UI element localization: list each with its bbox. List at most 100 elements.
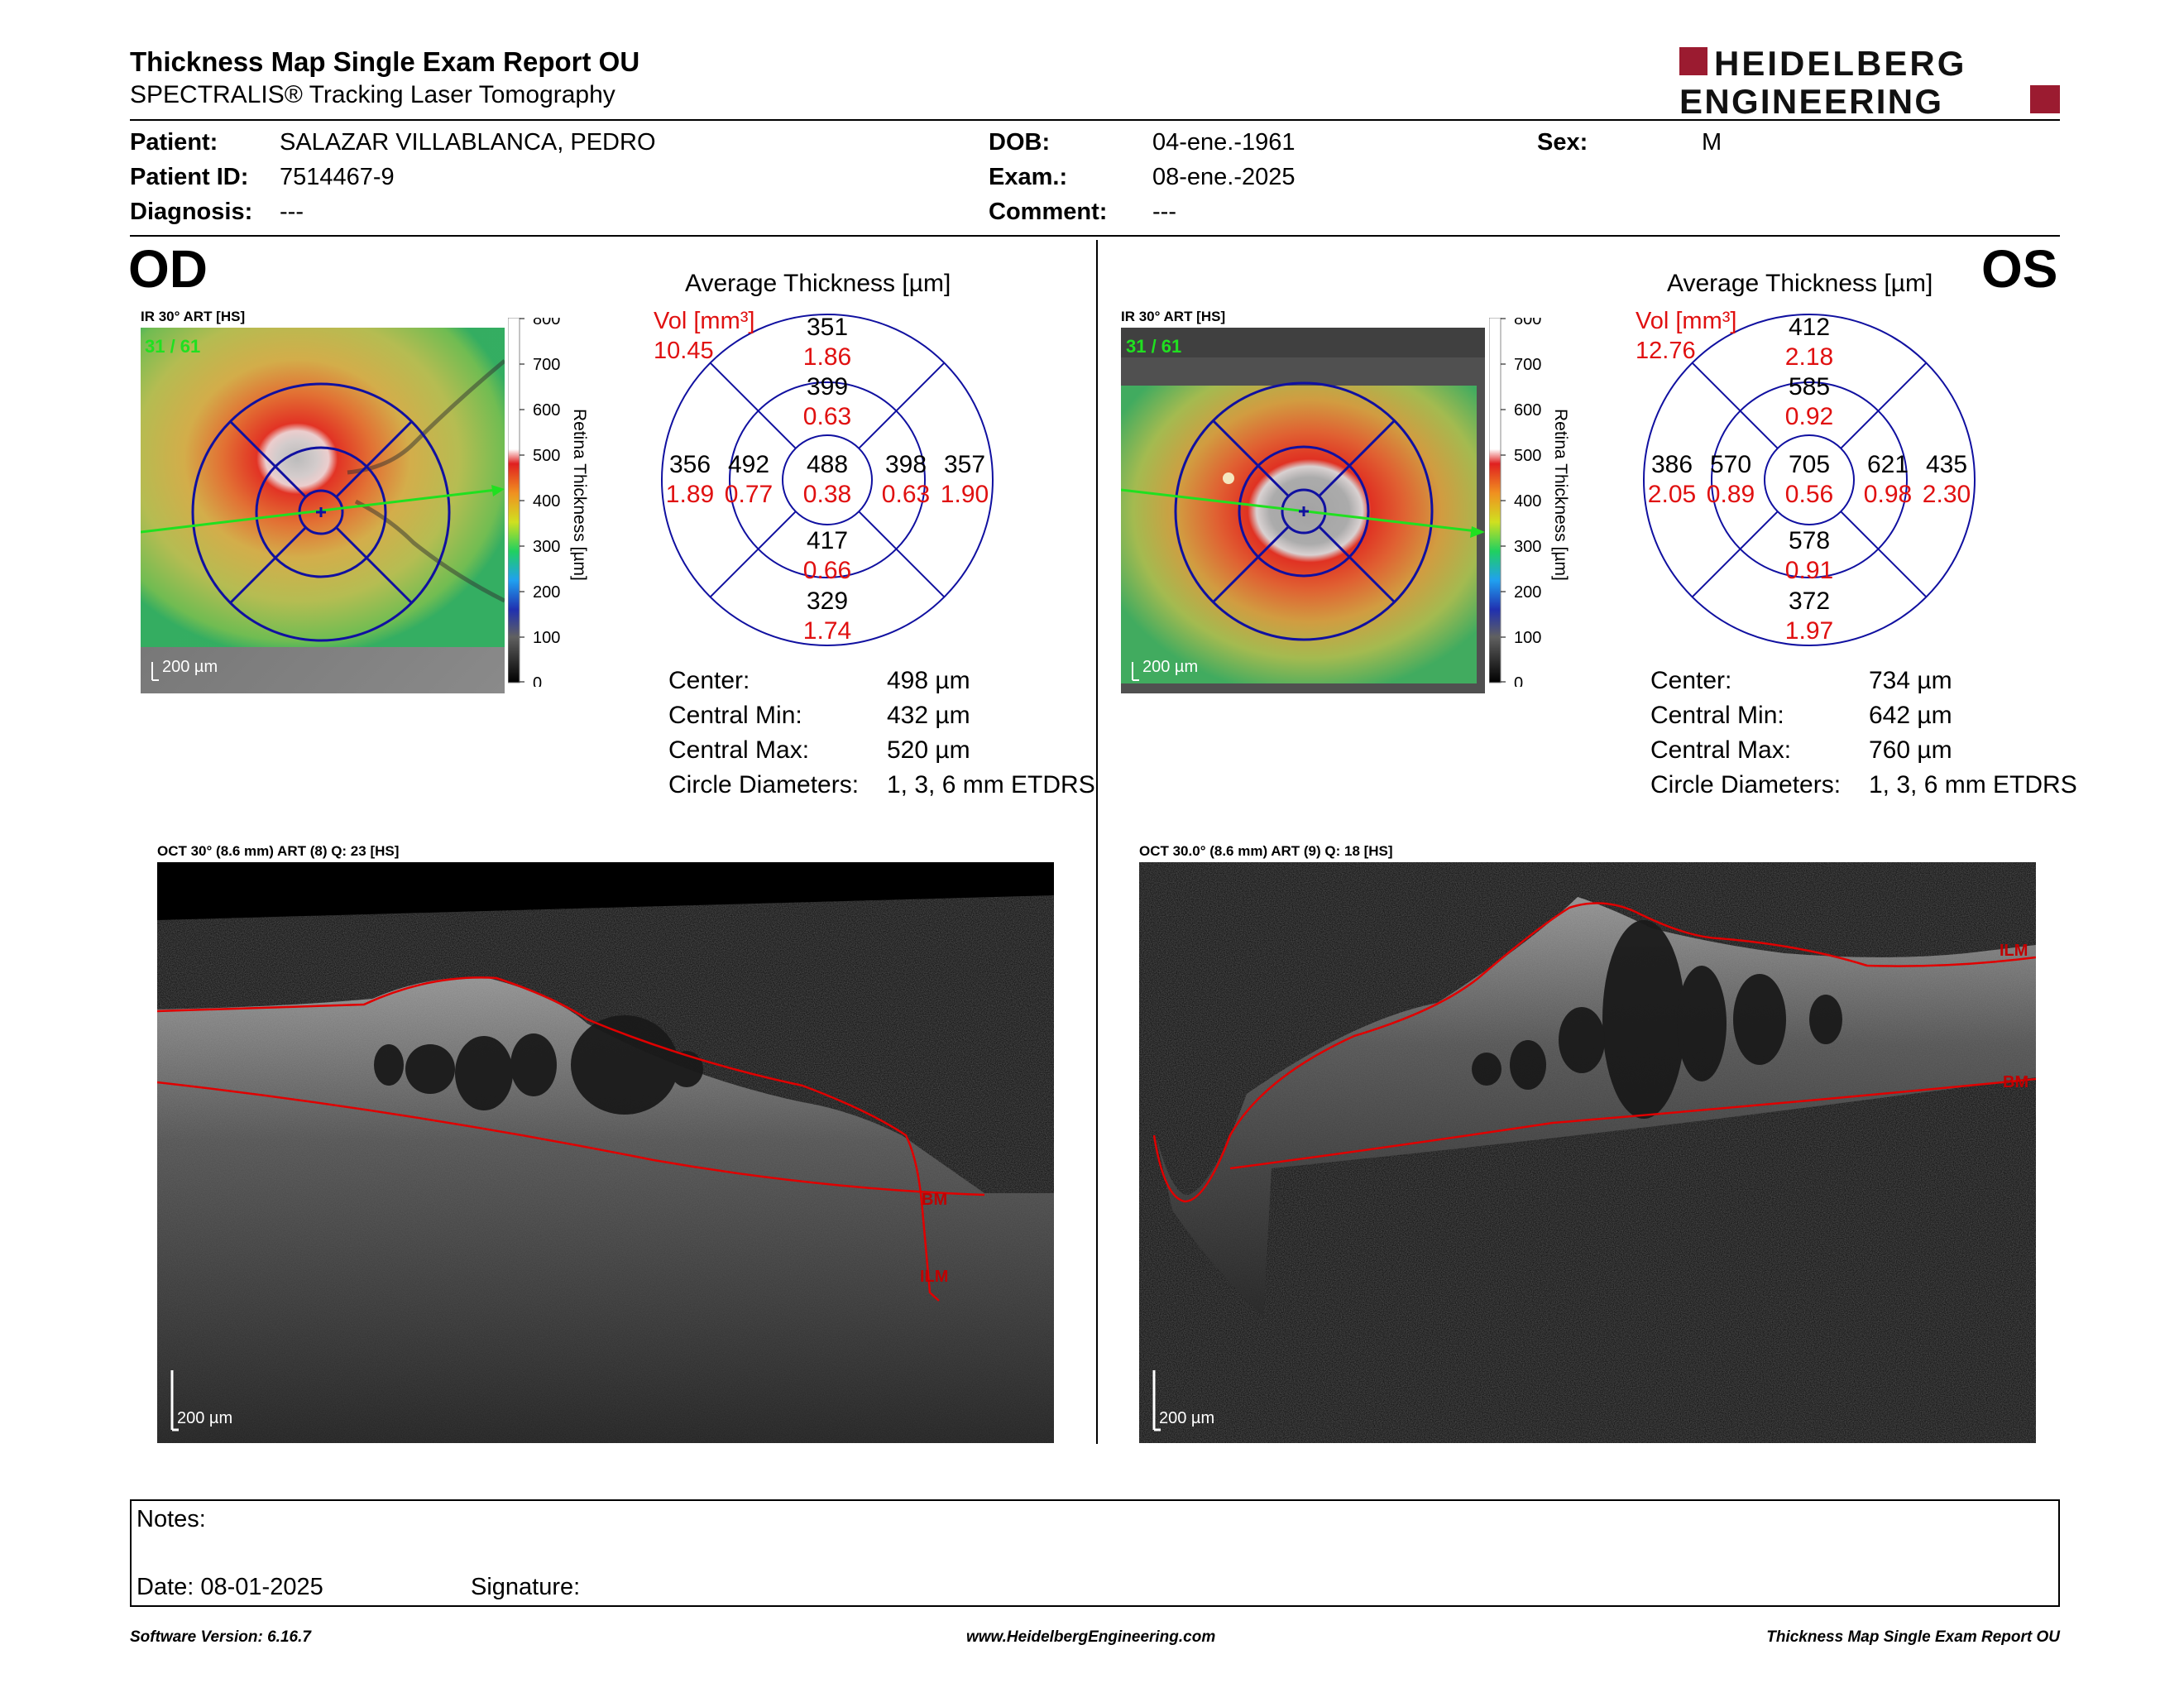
os-inner-right-volume: 0.98: [1864, 481, 1912, 508]
os-oct-bscan: ILM BM 200 µm: [1139, 862, 2036, 1443]
report-title: Thickness Map Single Exam Report OU: [130, 46, 640, 77]
svg-text:31 / 61: 31 / 61: [1126, 336, 1181, 357]
eye-label-od: OD: [128, 239, 208, 299]
cbar-tick: 0: [1514, 674, 1523, 687]
svg-text:ENGINEERING: ENGINEERING: [1679, 82, 1943, 117]
cbar-tick: 0: [533, 674, 542, 687]
notes-label: Notes:: [136, 1506, 206, 1532]
header-rule: [130, 119, 2060, 121]
od-central-max-value: 520 µm: [887, 736, 970, 764]
cbar-tick: 300: [533, 538, 560, 556]
os-diameters-value: 1, 3, 6 mm ETDRS: [1869, 771, 2077, 798]
od-center-value: 498 µm: [887, 667, 970, 694]
svg-text:BM: BM: [2003, 1073, 2028, 1091]
patient-name: SALAZAR VILLABLANCA, PEDRO: [280, 129, 656, 156]
exam-label: Exam.:: [989, 164, 1068, 190]
od-ir-label: IR 30° ART [HS]: [141, 309, 246, 324]
cbar-tick: 600: [533, 401, 560, 420]
dob-value: 04-ene.-1961: [1152, 129, 1296, 156]
od-colorbar: 800 700 600 500 400 300 200 100 0 Retina…: [508, 318, 589, 687]
cbar-tick: 200: [1514, 583, 1541, 602]
os-center-volume: 0.56: [1785, 481, 1833, 508]
svg-text:Retina Thickness [µm]: Retina Thickness [µm]: [1551, 409, 1570, 581]
exam-value: 08-ene.-2025: [1152, 164, 1296, 190]
cbar-tick: 600: [1514, 401, 1541, 420]
od-outer-left-thickness: 356: [669, 451, 711, 478]
patient-rule: [130, 235, 2060, 237]
os-outer-left-thickness: 386: [1651, 451, 1693, 478]
os-oct-label: OCT 30.0° (8.6 mm) ART (9) Q: 18 [HS]: [1139, 843, 1393, 859]
cbar-tick: 400: [533, 492, 560, 511]
svg-text:ILM: ILM: [2000, 942, 2028, 960]
od-vol-label: Vol [mm³]: [654, 308, 755, 334]
os-inner-bottom-volume: 0.91: [1785, 557, 1833, 584]
svg-text:31 / 61: 31 / 61: [145, 336, 200, 357]
diagnosis-value: ---: [280, 199, 304, 225]
notes-box[interactable]: Notes: Date: 08-01-2025 Signature:: [130, 1499, 2060, 1607]
signature-label: Signature:: [471, 1574, 581, 1600]
os-central-max-label: Central Max:: [1650, 736, 1792, 764]
od-outer-left-volume: 1.89: [666, 481, 714, 508]
od-etdrs-grid: 351 1.86 399 0.63 488 0.38 417 0.66 329 …: [661, 314, 994, 646]
od-central-min-value: 432 µm: [887, 702, 970, 729]
os-outer-right-thickness: 435: [1926, 451, 1967, 478]
od-outer-bottom-volume: 1.74: [803, 617, 851, 645]
svg-text:200 µm: 200 µm: [162, 658, 218, 676]
od-thickness-map: 31 / 61 200 µm: [141, 328, 505, 693]
os-inner-left-thickness: 570: [1710, 451, 1751, 478]
od-central-max-label: Central Max:: [668, 736, 810, 764]
os-outer-right-volume: 2.30: [1923, 481, 1971, 508]
od-inner-top-volume: 0.63: [803, 403, 851, 430]
os-outer-top-thickness: 412: [1789, 314, 1830, 341]
sex-value: M: [1702, 129, 1722, 156]
od-inner-right-thickness: 398: [885, 451, 927, 478]
os-thickness-map: 31 / 61 200 µm: [1121, 328, 1485, 693]
svg-text:BM: BM: [922, 1191, 947, 1209]
report-subtitle: SPECTRALIS® Tracking Laser Tomography: [130, 81, 615, 108]
od-central-min-label: Central Min:: [668, 702, 802, 729]
os-colorbar: 800 700 600 500 400 300 200 100 0 Retina…: [1489, 318, 1570, 687]
os-center-label: Center:: [1650, 667, 1732, 694]
os-inner-bottom-thickness: 578: [1789, 527, 1830, 554]
svg-text:200 µm: 200 µm: [1159, 1409, 1214, 1427]
patient-id: 7514467-9: [280, 164, 395, 190]
od-outer-top-volume: 1.86: [803, 343, 851, 371]
comment-value: ---: [1152, 199, 1176, 225]
comment-label: Comment:: [989, 199, 1108, 225]
cbar-tick: 800: [1514, 318, 1541, 328]
cbar-tick: 100: [533, 629, 560, 647]
od-oct-label: OCT 30° (8.6 mm) ART (8) Q: 23 [HS]: [157, 843, 400, 859]
eye-divider: [1096, 240, 1098, 1444]
svg-text:ILM: ILM: [920, 1268, 948, 1286]
od-center-thickness: 488: [807, 451, 848, 478]
od-center-volume: 0.38: [803, 481, 851, 508]
os-outer-bottom-thickness: 372: [1789, 587, 1830, 615]
footer-report-name: Thickness Map Single Exam Report OU: [1766, 1628, 2060, 1646]
os-central-min-value: 642 µm: [1869, 702, 1952, 729]
cbar-tick: 200: [533, 583, 560, 602]
os-central-min-label: Central Min:: [1650, 702, 1784, 729]
cbar-tick: 500: [1514, 447, 1541, 465]
cbar-tick: 500: [533, 447, 560, 465]
svg-text:HEIDELBERG: HEIDELBERG: [1714, 46, 1966, 83]
od-inner-left-volume: 0.77: [725, 481, 773, 508]
cbar-tick: 800: [533, 318, 560, 328]
cbar-tick: 700: [533, 356, 560, 374]
os-vol: Vol [mm³] 12.76: [1636, 306, 1736, 366]
os-center-thickness: 705: [1789, 451, 1830, 478]
footer-website-link[interactable]: www.HeidelbergEngineering.com: [966, 1628, 1216, 1646]
os-vol-value: 12.76: [1636, 338, 1696, 364]
os-inner-top-volume: 0.92: [1785, 403, 1833, 430]
od-inner-right-volume: 0.63: [882, 481, 930, 508]
od-vol: Vol [mm³] 10.45: [654, 306, 754, 366]
os-diameters-label: Circle Diameters:: [1650, 771, 1842, 798]
od-oct-bscan: ILM BM 200 µm: [157, 862, 1054, 1443]
od-inner-left-thickness: 492: [728, 451, 769, 478]
od-avg-title: Average Thickness [µm]: [685, 270, 951, 297]
od-outer-top-thickness: 351: [807, 314, 848, 341]
od-inner-top-thickness: 399: [807, 373, 848, 400]
os-avg-title: Average Thickness [µm]: [1667, 270, 1933, 297]
os-inner-top-thickness: 585: [1789, 373, 1830, 400]
od-inner-bottom-thickness: 417: [807, 527, 848, 554]
diagnosis-label: Diagnosis:: [130, 199, 253, 225]
